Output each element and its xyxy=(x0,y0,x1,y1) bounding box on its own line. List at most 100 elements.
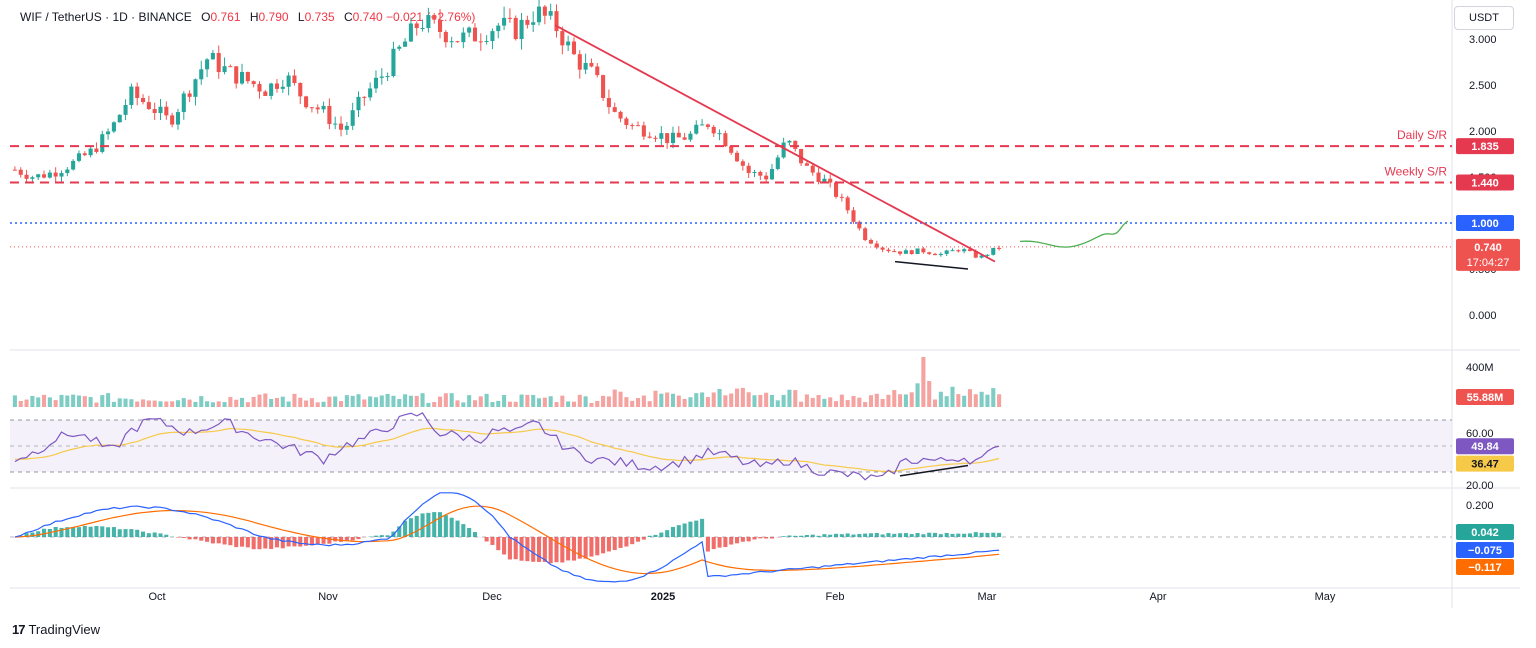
macd-hist-bar xyxy=(979,532,984,537)
candle-body xyxy=(234,66,239,84)
candle-body xyxy=(490,31,495,42)
candle-body xyxy=(362,96,367,98)
macd-hist-bar xyxy=(851,534,856,537)
macd-hist-bar xyxy=(257,537,262,550)
candle-body xyxy=(502,17,507,26)
macd-hist-bar xyxy=(193,537,198,540)
candle-body xyxy=(443,31,448,43)
macd-hist-bar xyxy=(764,537,769,539)
volume-bar xyxy=(455,400,460,407)
macd-hist-bar xyxy=(956,533,961,537)
candle-body xyxy=(41,174,47,178)
volume-bar xyxy=(379,395,384,407)
volume-bar xyxy=(164,401,169,407)
macd-hist-bar xyxy=(280,537,285,549)
volume-bar xyxy=(711,392,716,407)
candle-body xyxy=(898,251,903,254)
macd-hist-bar xyxy=(513,537,518,560)
candle-body xyxy=(536,6,542,23)
time-axis-label: May xyxy=(1315,591,1336,603)
candle-body xyxy=(350,110,355,126)
volume-bar xyxy=(18,400,23,407)
candle-body xyxy=(997,247,1002,249)
volume-bar xyxy=(484,393,489,407)
candle-body xyxy=(18,169,23,175)
candle-body xyxy=(385,76,390,78)
volume-bar xyxy=(257,394,262,407)
candle-body xyxy=(338,123,344,130)
macd-hist-bar xyxy=(542,537,547,562)
candle-body xyxy=(175,112,181,125)
candle-body xyxy=(606,97,611,108)
candle-body xyxy=(601,75,606,98)
candle-body xyxy=(152,109,157,114)
candle-body xyxy=(76,153,82,161)
macd-hist-bar xyxy=(635,537,641,542)
volume-bar xyxy=(624,397,629,407)
candle-body xyxy=(973,250,978,258)
volume-bar xyxy=(717,388,722,407)
volume-bar xyxy=(426,402,431,407)
macd-hist-bar xyxy=(472,532,478,537)
volume-bar xyxy=(845,400,850,407)
currency-button[interactable]: USDT xyxy=(1454,6,1514,30)
volume-bar xyxy=(915,383,920,407)
volume-bar xyxy=(414,395,419,407)
volume-bar xyxy=(205,401,210,407)
macd-hist-bar xyxy=(909,534,914,537)
volume-bar xyxy=(432,402,437,407)
volume-bar xyxy=(513,401,518,407)
time-axis-label: Feb xyxy=(826,591,845,603)
volume-bar xyxy=(449,393,454,407)
chart-header: WIF / TetherUS · 1D · BINANCE O0.761 H0.… xyxy=(20,10,475,24)
candle-body xyxy=(758,171,763,176)
candle-body xyxy=(682,137,687,140)
macd-hist-bar xyxy=(682,523,687,537)
volume-bar xyxy=(909,392,914,407)
candle-body xyxy=(449,41,454,43)
candle-body xyxy=(391,48,396,77)
volume-bar xyxy=(833,401,839,407)
candle-body xyxy=(496,25,501,32)
candle-body xyxy=(799,148,804,164)
macd-hist-bar xyxy=(659,532,664,537)
candle-body xyxy=(764,175,769,180)
macd-hist-bar xyxy=(222,537,227,545)
macd-hist-bar xyxy=(76,527,82,537)
volume-bar xyxy=(239,397,245,407)
macd-hist-bar xyxy=(880,534,885,537)
candle-body xyxy=(577,54,582,70)
macd-hist-bar xyxy=(432,512,437,537)
volume-bar xyxy=(752,395,757,407)
high-label: H xyxy=(249,10,259,24)
candle-body xyxy=(909,250,914,255)
volume-bar xyxy=(839,394,844,407)
macd-hist-bar xyxy=(705,537,710,552)
macd-hist-bar xyxy=(502,537,507,555)
price-tick-label: 2.500 xyxy=(1469,80,1497,92)
volume-bar xyxy=(65,395,70,407)
candle-body xyxy=(921,248,926,253)
volume-bar xyxy=(787,389,792,407)
weekly-sr-label: Weekly S/R xyxy=(1385,165,1448,179)
macd-tick-label: 0.200 xyxy=(1466,500,1494,512)
volume-bar xyxy=(612,389,617,407)
candle-body xyxy=(368,88,373,98)
time-axis-label: Mar xyxy=(978,591,997,603)
volume-bar xyxy=(670,393,676,407)
volume-bar xyxy=(304,400,309,407)
candle-body xyxy=(863,228,868,241)
candle-body xyxy=(647,136,652,138)
macd-hist-bar xyxy=(612,537,617,551)
volume-bar xyxy=(507,401,512,407)
volume-bar xyxy=(932,399,938,407)
volume-bar xyxy=(566,401,571,407)
volume-bar xyxy=(187,399,192,407)
macd-hist-bar xyxy=(630,537,635,545)
macd-hist-bar xyxy=(781,536,786,537)
tradingview-brand[interactable]: 17 TradingView xyxy=(12,622,100,637)
macd-hist-bar xyxy=(199,537,204,541)
volume-bar xyxy=(140,399,146,407)
macd-hist-bar xyxy=(967,533,973,537)
